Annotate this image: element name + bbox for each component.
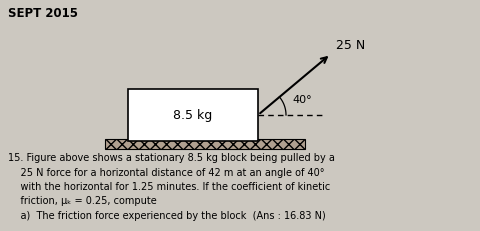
Text: SEPT 2015: SEPT 2015	[8, 7, 78, 20]
Text: 25 N: 25 N	[336, 39, 365, 52]
Bar	[105, 139, 305, 149]
Bar	[128, 89, 258, 141]
Text: with the horizontal for 1.25 minutes. If the coefficient of kinetic: with the horizontal for 1.25 minutes. If…	[8, 182, 330, 192]
Text: 25 N force for a horizontal distance of 42 m at an angle of 40°: 25 N force for a horizontal distance of …	[8, 167, 324, 177]
Text: a)  The friction force experienced by the block  (Ans : 16.83 N): a) The friction force experienced by the…	[8, 211, 326, 221]
Text: 15. Figure above shows a stationary 8.5 kg block being pulled by a: 15. Figure above shows a stationary 8.5 …	[8, 153, 335, 163]
Text: friction, μₖ = 0.25, compute: friction, μₖ = 0.25, compute	[8, 197, 157, 207]
Text: 40°: 40°	[292, 95, 312, 105]
Text: 8.5 kg: 8.5 kg	[173, 109, 213, 122]
